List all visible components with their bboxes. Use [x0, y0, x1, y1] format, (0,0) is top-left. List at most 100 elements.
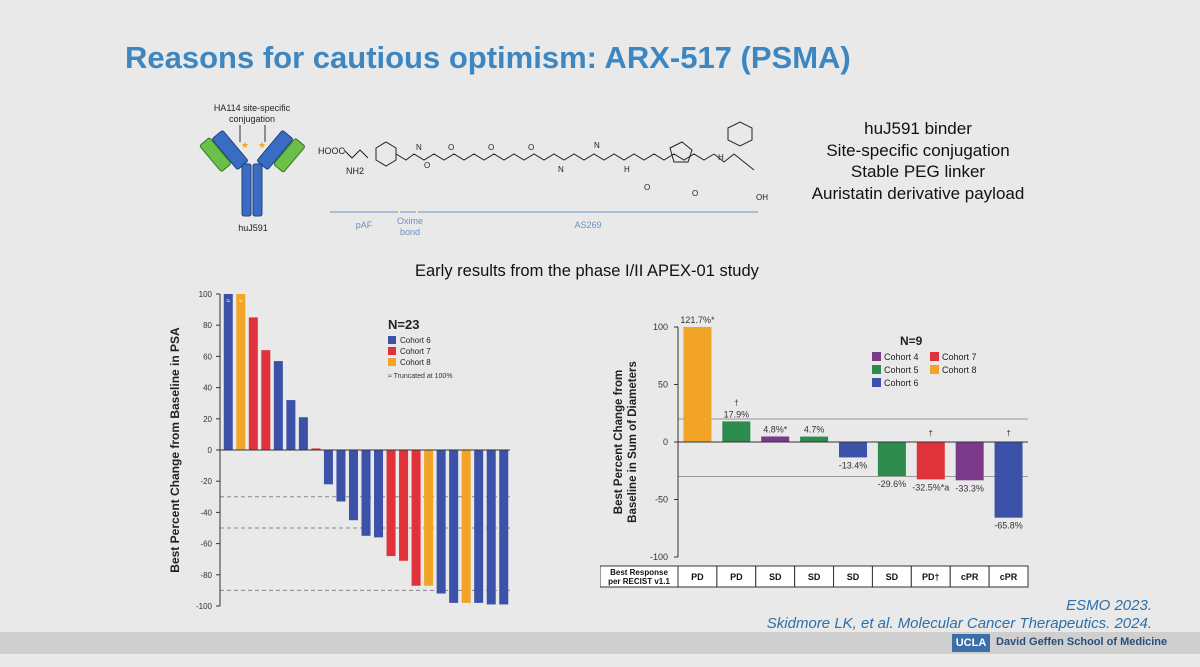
tumor-legend-label: Cohort 8: [942, 365, 977, 375]
tumor-bar: [955, 442, 984, 481]
recist-response: SD: [808, 572, 821, 582]
label-oxime: Oxime: [397, 216, 423, 226]
psa-bar: [248, 317, 258, 450]
conjugation-star-left-icon: ★: [241, 140, 249, 150]
conjugation-star-right-icon: ★: [258, 140, 266, 150]
structure-atom-nh1: N: [594, 141, 600, 150]
tumor-bar-label: -33.3%: [955, 483, 984, 493]
psa-truncation-marker: ≈: [239, 298, 243, 305]
source-citation: Skidmore LK, et al. Molecular Cancer The…: [766, 615, 1152, 632]
institution-name: David Geffen School of Medicine: [996, 636, 1168, 648]
tumor-legend-label: Cohort 6: [884, 378, 919, 388]
psa-legend-label: Cohort 6: [400, 336, 431, 345]
tumor-bar: [916, 442, 945, 480]
tumor-y-tick-label: 100: [653, 322, 668, 332]
tumor-y-axis-label-line2: Baseline in Sum of Diameters: [627, 361, 639, 523]
recist-header-line2: per RECIST v1.1: [608, 577, 670, 586]
tumor-bar: [839, 442, 867, 458]
tumor-bar-label: -32.5%*a: [912, 482, 949, 492]
psa-y-axis-label: Best Percent Change from Baseline in PSA: [168, 327, 182, 573]
antibody-name: huJ591: [238, 223, 268, 233]
tumor-legend-swatch: [930, 352, 939, 361]
slide-title: Reasons for cautious optimism: ARX-517 (…: [125, 40, 851, 75]
conjugation-label-line2: conjugation: [229, 114, 275, 124]
feature-item: Stable PEG linker: [850, 162, 986, 181]
tumor-waterfall-chart: 121.7%* 17.9% † 4.8%* 4.7% -13.4% -29.6% -32.5%…: [600, 315, 1029, 588]
recist-response: SD: [886, 572, 899, 582]
psa-bar: [298, 417, 308, 450]
psa-legend-swatch: [388, 336, 396, 344]
tumor-bar-label: 4.7%: [804, 425, 825, 435]
structure-ring-3: [727, 121, 753, 147]
source-esmo: ESMO 2023.: [1066, 597, 1152, 614]
recist-response: PD: [730, 572, 743, 582]
psa-y-tick-label: -80: [200, 571, 212, 580]
structure-atom-o4: O: [528, 143, 534, 152]
study-subtitle: Early results from the phase I/II APEX-0…: [415, 262, 759, 280]
structure-nh2: NH2: [346, 166, 364, 176]
tumor-legend-label: Cohort 7: [942, 352, 977, 362]
recist-response: cPR: [961, 572, 979, 582]
structure-atom-o1: O: [424, 161, 430, 170]
psa-y-tick-label: 0: [208, 446, 213, 455]
structure-atom-nh2: H: [718, 153, 724, 162]
structure-atom-o5: O: [644, 183, 650, 192]
structure-bond-1: [343, 149, 369, 159]
psa-bar: [436, 450, 446, 594]
footer-bar: [0, 632, 1200, 654]
recist-response: cPR: [1000, 572, 1018, 582]
structure-ring-1: [375, 141, 397, 167]
structure-atom-o2: O: [448, 143, 454, 152]
psa-bar: [311, 448, 321, 450]
psa-y-tick-label: 40: [203, 384, 212, 393]
psa-y-tick-label: 20: [203, 415, 212, 424]
label-paf: pAF: [356, 220, 373, 230]
tumor-y-tick-label: -50: [655, 495, 668, 505]
antibody-diagram: HA114 site-specific conjugation ★ ★ huJ5…: [199, 103, 305, 233]
tumor-dagger-marker: †: [929, 429, 933, 438]
tumor-legend-swatch: [872, 352, 881, 361]
psa-legend-label: Cohort 8: [400, 358, 431, 367]
psa-y-tick-label: -40: [200, 508, 212, 517]
recist-cell: [988, 565, 1029, 588]
psa-legend: Cohort 6 Cohort 7 Cohort 8: [388, 336, 431, 367]
tumor-bar-label: 121.7%*: [680, 315, 715, 325]
tumor-bar-label: 17.9%: [724, 409, 750, 419]
psa-legend-label: Cohort 7: [400, 347, 431, 356]
tumor-y-tick-label: 0: [663, 437, 668, 447]
antibody-stem-right: [252, 163, 263, 217]
antibody-right-arm: [257, 130, 305, 173]
tumor-bar-label: -29.6%: [878, 479, 907, 489]
tumor-legend-swatch: [872, 365, 881, 374]
label-as269: AS269: [574, 220, 601, 230]
psa-bar: [411, 450, 421, 586]
psa-bar: [286, 400, 296, 450]
psa-truncation-marker: ≈: [226, 298, 230, 305]
psa-y-tick-label: 80: [203, 321, 212, 330]
structure-atom-n2: N: [558, 165, 564, 174]
psa-bar: [449, 450, 459, 603]
ucla-logo: UCLA: [952, 634, 990, 652]
recist-response: SD: [769, 572, 782, 582]
antibody-left-arm: [199, 130, 248, 172]
tumor-bar: [761, 436, 790, 442]
recist-response: PD: [691, 572, 704, 582]
psa-bar: [424, 450, 434, 586]
recist-header-cell: [600, 565, 679, 588]
tumor-legend-swatch: [930, 365, 939, 374]
psa-bar: [223, 294, 233, 450]
psa-bar: [273, 361, 283, 450]
psa-bar: [374, 450, 384, 538]
structure-atom-oh: OH: [756, 193, 768, 202]
psa-bar: [461, 450, 471, 603]
feature-item: Site-specific conjugation: [826, 140, 1010, 160]
psa-truncation-note: ≈ Truncated at 100%: [388, 373, 453, 380]
psa-y-tick-label: 100: [199, 290, 213, 299]
tumor-legend-label: Cohort 5: [884, 365, 919, 375]
structure-atom-n3: H: [624, 165, 630, 174]
tumor-bar-label: 4.8%*: [763, 424, 788, 434]
recist-response: SD: [847, 572, 860, 582]
conjugation-label-line1: HA114 site-specific: [214, 103, 291, 113]
antibody-stem-left: [241, 163, 252, 217]
